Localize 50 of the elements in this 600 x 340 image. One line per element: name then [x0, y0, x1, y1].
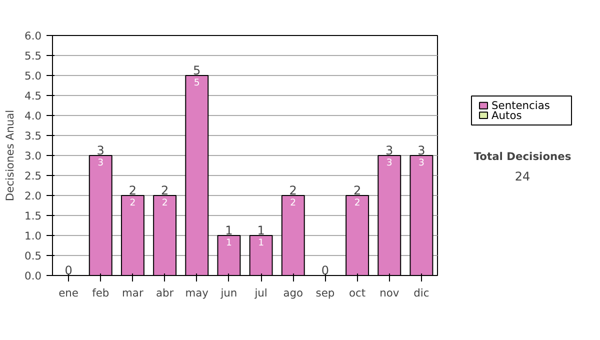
y-tick-label: 0.5: [24, 250, 42, 262]
x-tick-label: nov: [380, 286, 400, 300]
data-label: 1: [258, 238, 264, 248]
x-tick-label: jun: [220, 286, 238, 300]
x-tick-label: feb: [92, 286, 110, 300]
y-tick-label: 0.0: [24, 270, 42, 282]
data-label: 2: [130, 198, 136, 208]
total-label: 3: [386, 144, 394, 158]
total-label: 0: [64, 264, 72, 278]
y-tick-label: 3.0: [24, 150, 42, 162]
y-tick-label: 2.5: [24, 170, 42, 182]
data-label: 2: [162, 198, 168, 208]
total-label: 3: [96, 144, 104, 158]
y-tick-label: 3.5: [24, 130, 42, 142]
text: 24: [514, 170, 530, 184]
y-tick-label: 4.0: [24, 110, 42, 122]
x-tick-label: ene: [58, 286, 78, 300]
text: Total Decisiones: [474, 150, 572, 163]
total-label: 2: [353, 184, 362, 198]
y-tick-label: 4.5: [24, 90, 42, 102]
total-label: 5: [193, 64, 201, 78]
x-tick-label: jul: [254, 286, 268, 300]
y-tick-label: 5.5: [24, 50, 42, 62]
x-tick-label: abr: [156, 286, 174, 300]
total-label: 1: [257, 224, 265, 238]
data-label: 3: [98, 158, 104, 168]
data-label: 1: [226, 238, 232, 248]
data-label: 3: [418, 158, 424, 168]
y-tick-label: 1.5: [24, 210, 42, 222]
total-label: 3: [418, 144, 426, 158]
y-tick-label: 2.0: [24, 190, 42, 202]
total-label: 2: [160, 184, 169, 198]
y-tick-label: 6.0: [24, 30, 42, 42]
data-label: 2: [290, 198, 296, 208]
total-label: 2: [128, 184, 137, 198]
y-tick-label: 1.0: [24, 230, 42, 242]
data-label: 5: [194, 78, 200, 88]
total-label: 2: [289, 184, 297, 198]
y-axis-title: Decisiones Anual: [4, 110, 17, 202]
x-tick-label: sep: [316, 286, 335, 300]
total-label: 0: [321, 264, 330, 278]
data-label: 2: [354, 198, 360, 208]
y-tick-label: 5.0: [24, 70, 42, 82]
data-label: 3: [386, 158, 392, 168]
x-tick-label: ago: [283, 286, 304, 300]
x-tick-label: oct: [349, 286, 366, 300]
x-tick-label: mar: [122, 286, 144, 300]
x-tick-label: dic: [414, 286, 430, 300]
x-tick-label: may: [185, 286, 208, 300]
total-label: 1: [225, 224, 233, 238]
